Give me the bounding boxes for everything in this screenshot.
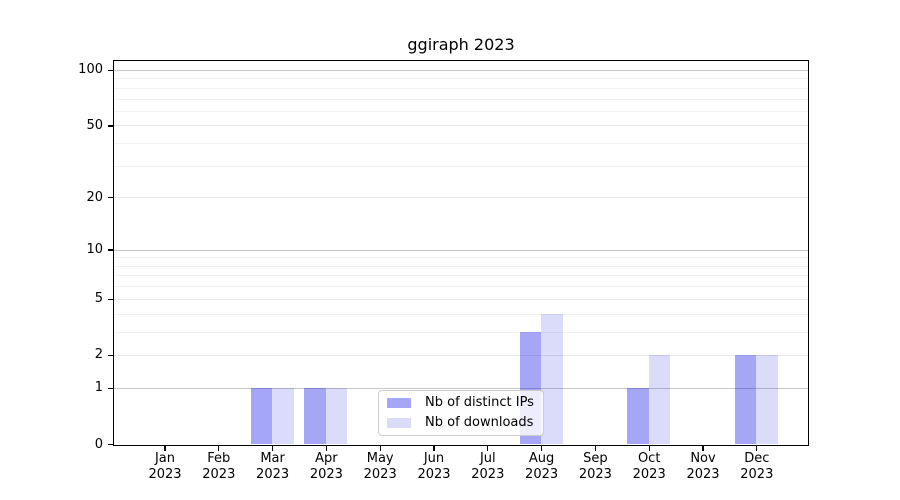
x-tick-sep	[594, 446, 597, 451]
legend-label-downloads: Nb of downloads	[425, 414, 534, 430]
x-tick-dec	[756, 446, 758, 451]
y-tick-label-2: 2	[94, 347, 103, 363]
gridline-y-50	[114, 125, 808, 127]
x-tick-label-dec: Dec 2023	[740, 451, 774, 482]
gridline-y-80	[114, 87, 808, 89]
x-tick-jun	[433, 446, 435, 451]
gridline-y-70	[114, 98, 808, 100]
y-tick-100	[108, 69, 113, 72]
plot-area: Nb of distinct IPs Nb of downloads	[113, 60, 809, 446]
x-tick-label-mar: Mar 2023	[256, 451, 290, 482]
x-tick-label-jun: Jun 2023	[417, 451, 451, 482]
gridline-y-90	[114, 78, 808, 80]
y-tick-label-5: 5	[94, 291, 103, 307]
gridline-y-60	[114, 110, 808, 112]
gridline-y-10	[114, 249, 808, 251]
x-tick-jan	[164, 446, 166, 451]
gridline-y-1	[114, 387, 808, 390]
x-tick-label-nov: Nov 2023	[686, 451, 720, 482]
x-tick-feb	[218, 446, 220, 451]
bar-downloads-apr	[325, 387, 348, 444]
y-tick-20	[108, 197, 113, 199]
x-tick-label-apr: Apr 2023	[309, 451, 343, 482]
x-tick-label-may: May 2023	[363, 451, 397, 482]
bars-layer	[114, 61, 808, 445]
chart-title: ggiraph 2023	[407, 35, 515, 54]
bar-distinct-ips-mar	[250, 387, 273, 444]
x-tick-label-jul: Jul 2023	[471, 451, 505, 482]
y-tick-1	[108, 387, 113, 390]
y-tick-5	[108, 298, 113, 300]
gridline-y-4	[114, 313, 808, 315]
bar-downloads-oct	[648, 354, 671, 444]
y-tick-2	[108, 354, 113, 357]
bar-distinct-ips-oct	[627, 387, 649, 444]
bar-downloads-dec	[756, 354, 778, 444]
gridline-y-2	[114, 354, 808, 356]
x-tick-nov	[702, 446, 704, 451]
x-tick-label-aug: Aug 2023	[525, 451, 559, 482]
x-tick-label-oct: Oct 2023	[632, 451, 666, 482]
gridline-y-100	[114, 69, 808, 72]
legend-item-distinct-ips: Nb of distinct IPs	[387, 395, 537, 412]
gridline-y-3	[114, 331, 808, 333]
x-tick-mar	[271, 446, 274, 451]
gridline-y-20	[114, 197, 808, 199]
gridline-y-7	[114, 275, 808, 277]
bar-downloads-mar	[272, 387, 294, 444]
x-tick-label-jan: Jan 2023	[148, 451, 182, 482]
gridline-y-9	[114, 257, 808, 259]
y-tick-0	[108, 443, 113, 446]
legend: Nb of distinct IPs Nb of downloads	[378, 390, 544, 436]
y-tick-label-20: 20	[86, 189, 103, 205]
x-tick-label-feb: Feb 2023	[202, 451, 236, 482]
x-tick-aug	[540, 446, 543, 451]
y-tick-10	[108, 249, 113, 251]
x-tick-may	[379, 446, 381, 451]
bar-downloads-aug	[541, 313, 563, 444]
gridline-y-5	[114, 298, 808, 300]
x-tick-label-sep: Sep 2023	[578, 451, 612, 482]
gridlines-layer	[114, 61, 808, 445]
bar-distinct-ips-dec	[734, 354, 757, 444]
y-tick-label-10: 10	[86, 242, 103, 258]
x-tick-oct	[648, 446, 650, 451]
gridline-y-8	[114, 265, 808, 267]
y-tick-label-100: 100	[78, 62, 103, 78]
bar-distinct-ips-apr	[304, 387, 326, 444]
x-tick-jul	[487, 446, 489, 451]
legend-swatch-downloads	[387, 417, 411, 428]
gridline-y-6	[114, 286, 808, 288]
gridline-y-30	[114, 165, 808, 167]
legend-swatch-distinct-ips	[387, 398, 411, 409]
y-tick-label-50: 50	[86, 117, 103, 133]
y-tick-50	[108, 125, 113, 127]
legend-label-distinct-ips: Nb of distinct IPs	[425, 395, 534, 411]
legend-item-downloads: Nb of downloads	[387, 415, 537, 432]
x-tick-apr	[325, 446, 328, 451]
gridline-y-40	[114, 143, 808, 145]
y-tick-label-0: 0	[94, 436, 103, 452]
y-tick-label-1: 1	[94, 380, 103, 396]
